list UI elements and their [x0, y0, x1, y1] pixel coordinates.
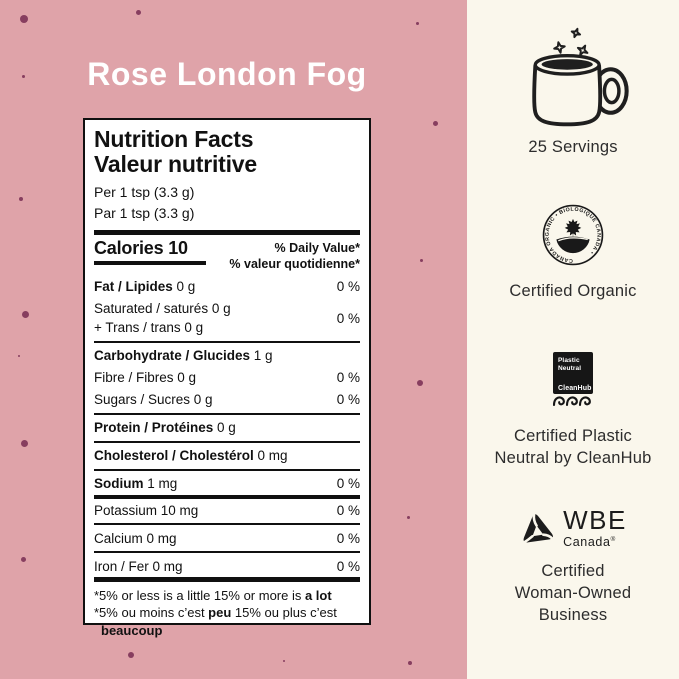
- background-dot: [415, 21, 419, 25]
- steaming-mug-icon: [532, 27, 629, 127]
- servings-badge: 25 Servings: [467, 24, 679, 158]
- background-dot: [128, 652, 134, 658]
- organic-badge: CANADA ORGANIC • BIOLOGIQUE CANADA • Cer…: [467, 203, 679, 302]
- nutrient-row-sugars: Sugars / Sucres 0 g 0 %: [94, 392, 360, 407]
- nutrient-row-iron: Iron / Fer 0 mg 0 %: [94, 558, 360, 574]
- background-dot: [21, 74, 25, 78]
- right-panel: 25 Servings CANADA ORGANIC • BIOLOGIQUE …: [467, 0, 679, 679]
- calories-row: Calories 10 % Daily Value* % valeur quot…: [94, 238, 360, 272]
- wbe-knot-icon: [523, 513, 554, 544]
- wbe-label-line1: Certified: [541, 562, 605, 581]
- product-title: Rose London Fog: [87, 56, 367, 92]
- background-dot: [417, 380, 423, 386]
- nutrient-row-fat: Fat / Lipides 0 g 0 %: [94, 279, 360, 294]
- background-dot: [20, 556, 26, 562]
- calories-value: Calories 10: [94, 237, 188, 258]
- background-dot: [20, 15, 28, 23]
- nutrient-row-cholesterol: Cholesterol / Cholestérol 0 mg: [94, 448, 288, 463]
- cleanhub-label-line1: Certified Plastic: [513, 427, 633, 445]
- cleanhub-brand: CleanHub: [558, 385, 592, 392]
- background-dot: [419, 258, 423, 262]
- nutrient-row-carbohydrate: Carbohydrate / Glucides 1 g: [94, 348, 273, 363]
- background-dot: [135, 9, 141, 15]
- divider: [94, 440, 360, 443]
- canada-organic-badge-icon: CANADA ORGANIC • BIOLOGIQUE CANADA •: [542, 204, 604, 266]
- background-dot: [21, 310, 29, 318]
- background-dot: [18, 355, 20, 357]
- divider: [94, 468, 360, 471]
- serving-size-en: Per 1 tsp (3.3 g): [94, 184, 195, 200]
- calories-underline: [94, 260, 206, 265]
- maple-leaf-icon: [564, 218, 582, 238]
- wbe-label-line2: Woman-Owned: [514, 584, 632, 603]
- cleanhub-word-neutral: Neutral: [558, 364, 582, 372]
- cleanhub-plastic-neutral-icon: Plastic Neutral CleanHub: [552, 352, 593, 412]
- nutrition-title-en: Nutrition Facts: [94, 126, 254, 152]
- wbe-label-line3: Business: [538, 606, 608, 625]
- nutrient-row-potassium: Potassium 10 mg 0 %: [94, 502, 360, 518]
- wbe-wordmark: WBE: [563, 505, 627, 535]
- background-dot: [283, 660, 285, 662]
- background-dot: [406, 515, 410, 519]
- cleanhub-word-plastic: Plastic: [558, 357, 580, 364]
- background-dot: [408, 661, 412, 665]
- registered-mark: ®: [610, 536, 616, 543]
- serving-size-fr: Par 1 tsp (3.3 g): [94, 205, 195, 221]
- nutrient-row-calcium: Calcium 0 mg 0 %: [94, 530, 360, 546]
- divider: [94, 551, 360, 553]
- background-dot: [20, 439, 28, 447]
- nutrient-row-saturated-trans: Saturated / saturés 0 g + Trans / trans …: [94, 301, 360, 335]
- wbe-canada: Canada: [563, 535, 611, 550]
- nutrient-row-sodium: Sodium 1 mg 0 %: [94, 476, 360, 491]
- divider: [94, 340, 360, 343]
- organic-label: Certified Organic: [509, 282, 637, 300]
- servings-label: 25 Servings: [528, 138, 618, 156]
- cleanhub-badge: Plastic Neutral CleanHub Certified Plast…: [467, 352, 679, 469]
- left-panel: Rose London Fog Nutrition Facts Valeur n…: [0, 0, 467, 679]
- nutrient-row-protein: Protein / Protéines 0 g: [94, 420, 236, 435]
- daily-value-fr: % valeur quotidienne*: [229, 256, 360, 271]
- divider: [94, 412, 360, 415]
- divider-thick: [94, 494, 360, 499]
- divider-thick: [94, 230, 360, 235]
- divider-thick: [94, 577, 360, 582]
- footnote: *5% or less is a little 15% or more is a…: [94, 587, 337, 638]
- nutrient-row-fibre: Fibre / Fibres 0 g 0 %: [94, 370, 360, 385]
- waves-icon: [552, 396, 591, 407]
- background-dot: [19, 197, 23, 201]
- nutrition-title-fr: Valeur nutritive: [94, 151, 257, 177]
- wbe-badge: WBE Canada® Certified Woman-Owned Busine…: [467, 505, 679, 626]
- nutrition-facts-label: Nutrition Facts Valeur nutritive Per 1 t…: [83, 118, 371, 638]
- background-dot: [432, 120, 438, 126]
- daily-value-en: % Daily Value*: [274, 240, 360, 255]
- cleanhub-label-line2: Neutral by CleanHub: [494, 449, 652, 467]
- divider: [94, 523, 360, 525]
